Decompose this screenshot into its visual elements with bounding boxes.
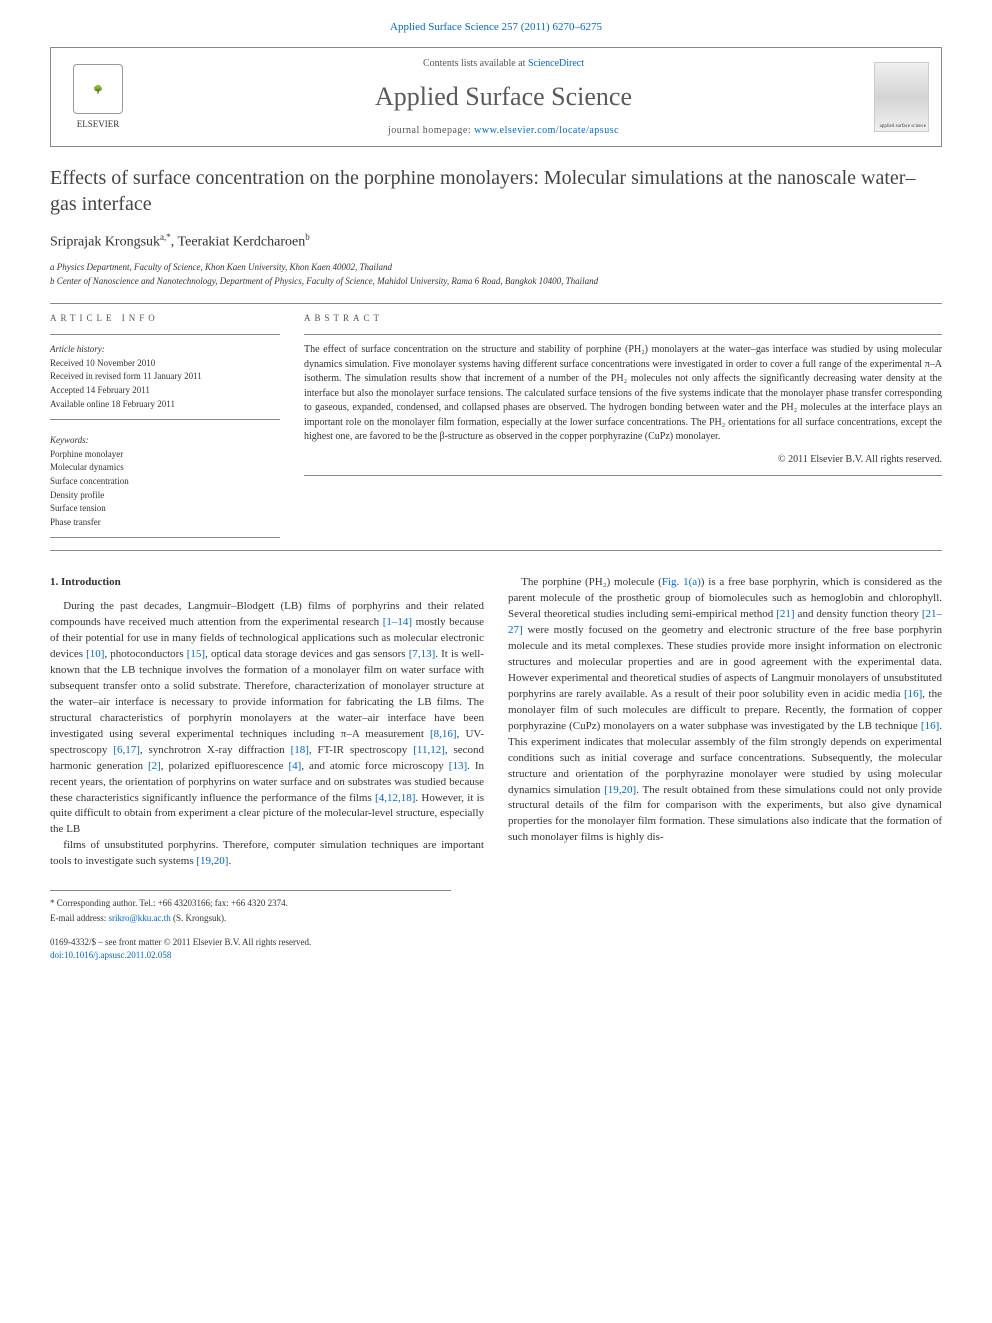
publisher-logo: 🌳 ELSEVIER: [63, 64, 133, 131]
copyright: © 2011 Elsevier B.V. All rights reserved…: [304, 453, 942, 467]
article-title: Effects of surface concentration on the …: [50, 165, 942, 217]
history-heading: Article history:: [50, 343, 280, 356]
affiliation-a: a Physics Department, Faculty of Science…: [50, 261, 942, 275]
authors: Sriprajak Krongsuka,*, Teerakiat Kerdcha…: [50, 231, 942, 252]
history-revised: Received in revised form 11 January 2011: [50, 370, 280, 383]
divider: [304, 475, 942, 476]
divider: [50, 334, 280, 335]
sciencedirect-link[interactable]: ScienceDirect: [528, 58, 584, 69]
author-1: Sriprajak Krongsuk: [50, 235, 160, 250]
corr-email-line: E-mail address: srikro@kku.ac.th (S. Kro…: [50, 912, 451, 925]
elsevier-tree-icon: 🌳: [73, 64, 123, 114]
article-info-heading: article info: [50, 312, 280, 325]
homepage-line: journal homepage: www.elsevier.com/locat…: [133, 124, 874, 138]
history-received: Received 10 November 2010: [50, 357, 280, 370]
corr-email-link[interactable]: srikro@kku.ac.th: [108, 913, 170, 923]
journal-cover-thumbnail: [874, 62, 929, 132]
journal-header: 🌳 ELSEVIER Contents lists available at S…: [50, 47, 942, 147]
contents-line: Contents lists available at ScienceDirec…: [133, 57, 874, 71]
affiliation-b: b Center of Nanoscience and Nanotechnolo…: [50, 275, 942, 289]
affiliations: a Physics Department, Faculty of Science…: [50, 261, 942, 289]
body-paragraph: The porphine (PH₂) molecule (Fig. 1(a)) …: [508, 575, 942, 846]
issn-line: 0169-4332/$ – see front matter © 2011 El…: [50, 936, 478, 949]
author-1-affil: a,*: [160, 232, 171, 242]
journal-name: Applied Surface Science: [133, 79, 874, 115]
publisher-name: ELSEVIER: [63, 118, 133, 131]
meta-row: article info Article history: Received 1…: [50, 312, 942, 539]
section-heading: 1. Introduction: [50, 575, 484, 591]
author-2-affil: b: [305, 232, 310, 242]
history-accepted: Accepted 14 February 2011: [50, 384, 280, 397]
author-2: , Teerakiat Kerdcharoen: [171, 235, 305, 250]
header-center: Contents lists available at ScienceDirec…: [133, 57, 874, 137]
history-online: Available online 18 February 2011: [50, 398, 280, 411]
body-paragraph: films of unsubstituted porphyrins. There…: [50, 838, 484, 870]
journal-reference: Applied Surface Science 257 (2011) 6270–…: [50, 20, 942, 35]
keyword: Phase transfer: [50, 516, 280, 529]
divider: [50, 303, 942, 304]
article-info-column: article info Article history: Received 1…: [50, 312, 280, 539]
corr-author-line: * Corresponding author. Tel.: +66 432031…: [50, 897, 451, 910]
keyword: Surface concentration: [50, 475, 280, 488]
keyword: Surface tension: [50, 502, 280, 515]
email-label: E-mail address:: [50, 913, 108, 923]
contents-prefix: Contents lists available at: [423, 58, 528, 69]
keyword: Molecular dynamics: [50, 461, 280, 474]
corr-email-suffix: (S. Krongsuk).: [171, 913, 227, 923]
homepage-prefix: journal homepage:: [388, 125, 474, 136]
abstract-column: abstract The effect of surface concentra…: [304, 312, 942, 539]
keywords-heading: Keywords:: [50, 434, 280, 447]
doi-line: doi:10.1016/j.apsusc.2011.02.058: [50, 949, 478, 962]
footer-left: 0169-4332/$ – see front matter © 2011 El…: [50, 936, 478, 961]
keywords: Keywords: Porphine monolayer Molecular d…: [50, 434, 280, 538]
divider: [50, 550, 942, 551]
divider: [304, 334, 942, 335]
body-paragraph: During the past decades, Langmuir–Blodge…: [50, 599, 484, 838]
footer-row: 0169-4332/$ – see front matter © 2011 El…: [50, 936, 942, 961]
article-history: Article history: Received 10 November 20…: [50, 343, 280, 420]
keyword: Density profile: [50, 489, 280, 502]
article-body: 1. Introduction During the past decades,…: [50, 575, 942, 870]
abstract-heading: abstract: [304, 312, 942, 325]
keyword: Porphine monolayer: [50, 448, 280, 461]
abstract-text: The effect of surface concentration on t…: [304, 343, 942, 445]
corresponding-author-footnote: * Corresponding author. Tel.: +66 432031…: [50, 890, 451, 924]
doi-link[interactable]: doi:10.1016/j.apsusc.2011.02.058: [50, 950, 171, 960]
homepage-link[interactable]: www.elsevier.com/locate/apsusc: [474, 125, 619, 136]
